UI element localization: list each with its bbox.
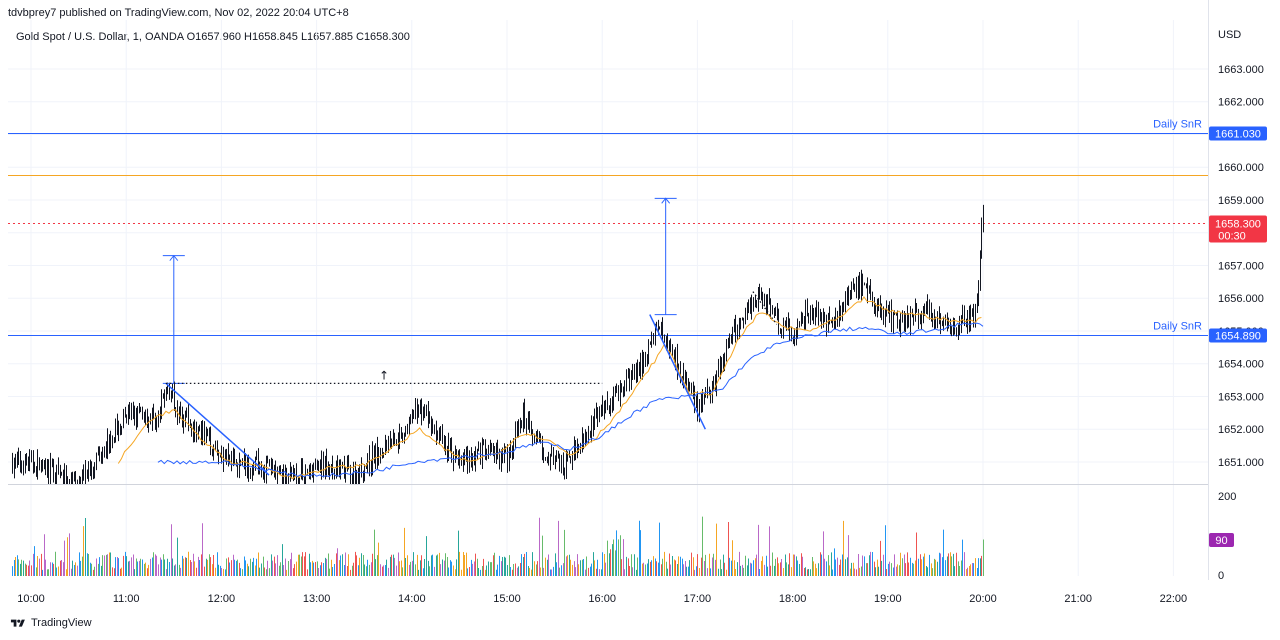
snr-price-tag-text: 1661.030 [1215, 129, 1261, 141]
time-tick-label: 15:00 [493, 593, 521, 605]
publish-info: tdvbprey7 published on TradingView.com, … [8, 7, 349, 19]
tradingview-brand[interactable]: TradingView [10, 617, 92, 629]
time-tick-label: 22:00 [1160, 593, 1188, 605]
currency-label: USD [1218, 29, 1241, 41]
price-tick-label: 1662.000 [1218, 97, 1264, 109]
dotted-slope-line [752, 291, 778, 325]
current-volume-text: 90 [1215, 535, 1227, 547]
time-tick-label: 10:00 [17, 593, 45, 605]
daily-snr-label: Daily SnR [1153, 321, 1202, 333]
time-tick-label: 18:00 [779, 593, 807, 605]
sma-slow-line [157, 322, 984, 478]
time-tick-label: 21:00 [1064, 593, 1092, 605]
snr-price-tag [1209, 126, 1267, 141]
time-tick-label: 20:00 [969, 593, 997, 605]
current-price-text: 1658.300 [1215, 219, 1261, 231]
price-axis: USD1663.0001662.0001661.0001660.0001659.… [1218, 29, 1264, 469]
volume-tick-label: 200 [1218, 491, 1236, 503]
price-tick-label: 1659.000 [1218, 195, 1264, 207]
symbol-ohlc-legend: Gold Spot / U.S. Dollar, 1, OANDA O1657.… [16, 31, 410, 43]
moving-averages [117, 296, 984, 480]
candlesticks [12, 204, 984, 484]
current-volume-tag [1209, 533, 1234, 547]
time-tick-label: 14:00 [398, 593, 426, 605]
snr-price-tag-text: 1654.890 [1215, 331, 1261, 343]
arrow-head-icon [169, 254, 179, 261]
price-tick-label: 1663.000 [1218, 64, 1264, 76]
candle-countdown-text: 00:30 [1218, 231, 1246, 243]
time-tick-label: 19:00 [874, 593, 902, 605]
chart-grid [8, 20, 1208, 576]
brand-label: TradingView [31, 617, 92, 629]
price-tick-label: 1657.000 [1218, 260, 1264, 272]
time-tick-label: 13:00 [303, 593, 331, 605]
tradingview-logo-icon [10, 619, 25, 627]
trend-drawings: ↑ [162, 197, 778, 476]
pane-separator [8, 0, 1209, 580]
price-tick-label: 1651.000 [1218, 457, 1264, 469]
price-tick-label: 1653.000 [1218, 391, 1264, 403]
time-tick-label: 12:00 [208, 593, 236, 605]
price-tick-label: 1652.000 [1218, 424, 1264, 436]
current-price-tag [1209, 215, 1267, 243]
trend-line-1 [165, 382, 270, 476]
horizontal-levels: Daily SnR Daily SnR [8, 119, 1208, 336]
sma-fast-line [117, 296, 982, 480]
time-tick-label: 11:00 [113, 593, 140, 605]
volume-bars [12, 516, 984, 576]
daily-snr-label: Daily SnR [1153, 119, 1202, 131]
time-tick-label: 17:00 [684, 593, 712, 605]
time-axis: 10:00 11:00 12:00 13:00 14:00 15:00 16:00 17:00… [17, 593, 1187, 605]
volume-tick-label: 0 [1218, 570, 1224, 582]
arrow-head-icon [661, 197, 671, 204]
snr-price-tag [1209, 328, 1267, 343]
up-arrow-marker: ↑ [379, 368, 389, 382]
price-tick-label: 1660.000 [1218, 162, 1264, 174]
trend-line-2 [649, 314, 707, 430]
time-tick-label: 16:00 [588, 593, 616, 605]
price-tick-label: 1656.000 [1218, 293, 1264, 305]
price-tick-label: 1654.000 [1218, 359, 1264, 371]
